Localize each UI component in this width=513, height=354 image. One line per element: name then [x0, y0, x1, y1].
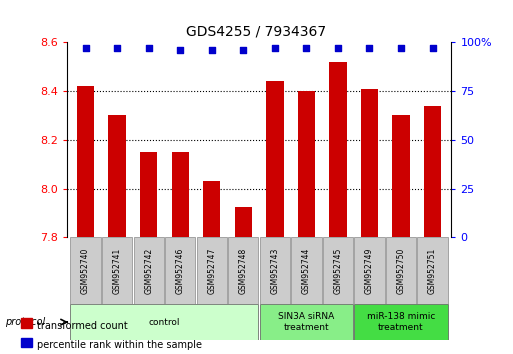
FancyBboxPatch shape [354, 237, 385, 304]
Text: GSM952745: GSM952745 [333, 247, 342, 294]
Text: transformed count: transformed count [37, 321, 128, 331]
Point [334, 45, 342, 51]
FancyBboxPatch shape [133, 237, 164, 304]
Text: GSM952748: GSM952748 [239, 248, 248, 294]
Point [397, 45, 405, 51]
FancyBboxPatch shape [102, 237, 132, 304]
Point [145, 45, 153, 51]
Text: GSM952744: GSM952744 [302, 247, 311, 294]
FancyBboxPatch shape [70, 237, 101, 304]
Text: control: control [149, 318, 180, 327]
FancyBboxPatch shape [196, 237, 227, 304]
Point [82, 45, 90, 51]
Text: GDS4255 / 7934367: GDS4255 / 7934367 [186, 25, 327, 39]
Bar [140, 152, 157, 237]
Point [176, 47, 184, 53]
Point [428, 45, 437, 51]
FancyBboxPatch shape [260, 237, 290, 304]
Text: GSM952741: GSM952741 [113, 248, 122, 294]
Text: protocol: protocol [5, 317, 45, 327]
Text: GSM952747: GSM952747 [207, 247, 216, 294]
Bar [361, 89, 378, 237]
Point [365, 45, 373, 51]
Text: GSM952740: GSM952740 [81, 247, 90, 294]
Text: GSM952743: GSM952743 [270, 247, 280, 294]
Bar [298, 91, 315, 237]
Bar [392, 115, 410, 237]
Bar [108, 115, 126, 237]
Text: percentile rank within the sample: percentile rank within the sample [37, 340, 202, 350]
Bar [266, 81, 284, 237]
FancyBboxPatch shape [260, 304, 353, 340]
FancyBboxPatch shape [354, 304, 448, 340]
Bar [77, 86, 94, 237]
Point [302, 45, 310, 51]
FancyBboxPatch shape [418, 237, 448, 304]
Bar [203, 181, 221, 237]
Text: miR-138 mimic
treatment: miR-138 mimic treatment [367, 313, 435, 332]
FancyBboxPatch shape [386, 237, 416, 304]
Point [113, 45, 121, 51]
FancyBboxPatch shape [291, 237, 322, 304]
FancyBboxPatch shape [323, 237, 353, 304]
FancyBboxPatch shape [165, 237, 195, 304]
Text: GSM952750: GSM952750 [397, 247, 405, 294]
Point [239, 47, 247, 53]
Text: GSM952749: GSM952749 [365, 247, 374, 294]
Bar [171, 152, 189, 237]
Text: GSM952746: GSM952746 [176, 247, 185, 294]
FancyBboxPatch shape [70, 304, 259, 340]
FancyBboxPatch shape [228, 237, 259, 304]
Point [208, 47, 216, 53]
Text: GSM952742: GSM952742 [144, 248, 153, 294]
Bar [234, 207, 252, 237]
Bar [329, 62, 347, 237]
Text: SIN3A siRNA
treatment: SIN3A siRNA treatment [278, 313, 334, 332]
Bar [424, 106, 441, 237]
Text: GSM952751: GSM952751 [428, 248, 437, 294]
Point [271, 45, 279, 51]
